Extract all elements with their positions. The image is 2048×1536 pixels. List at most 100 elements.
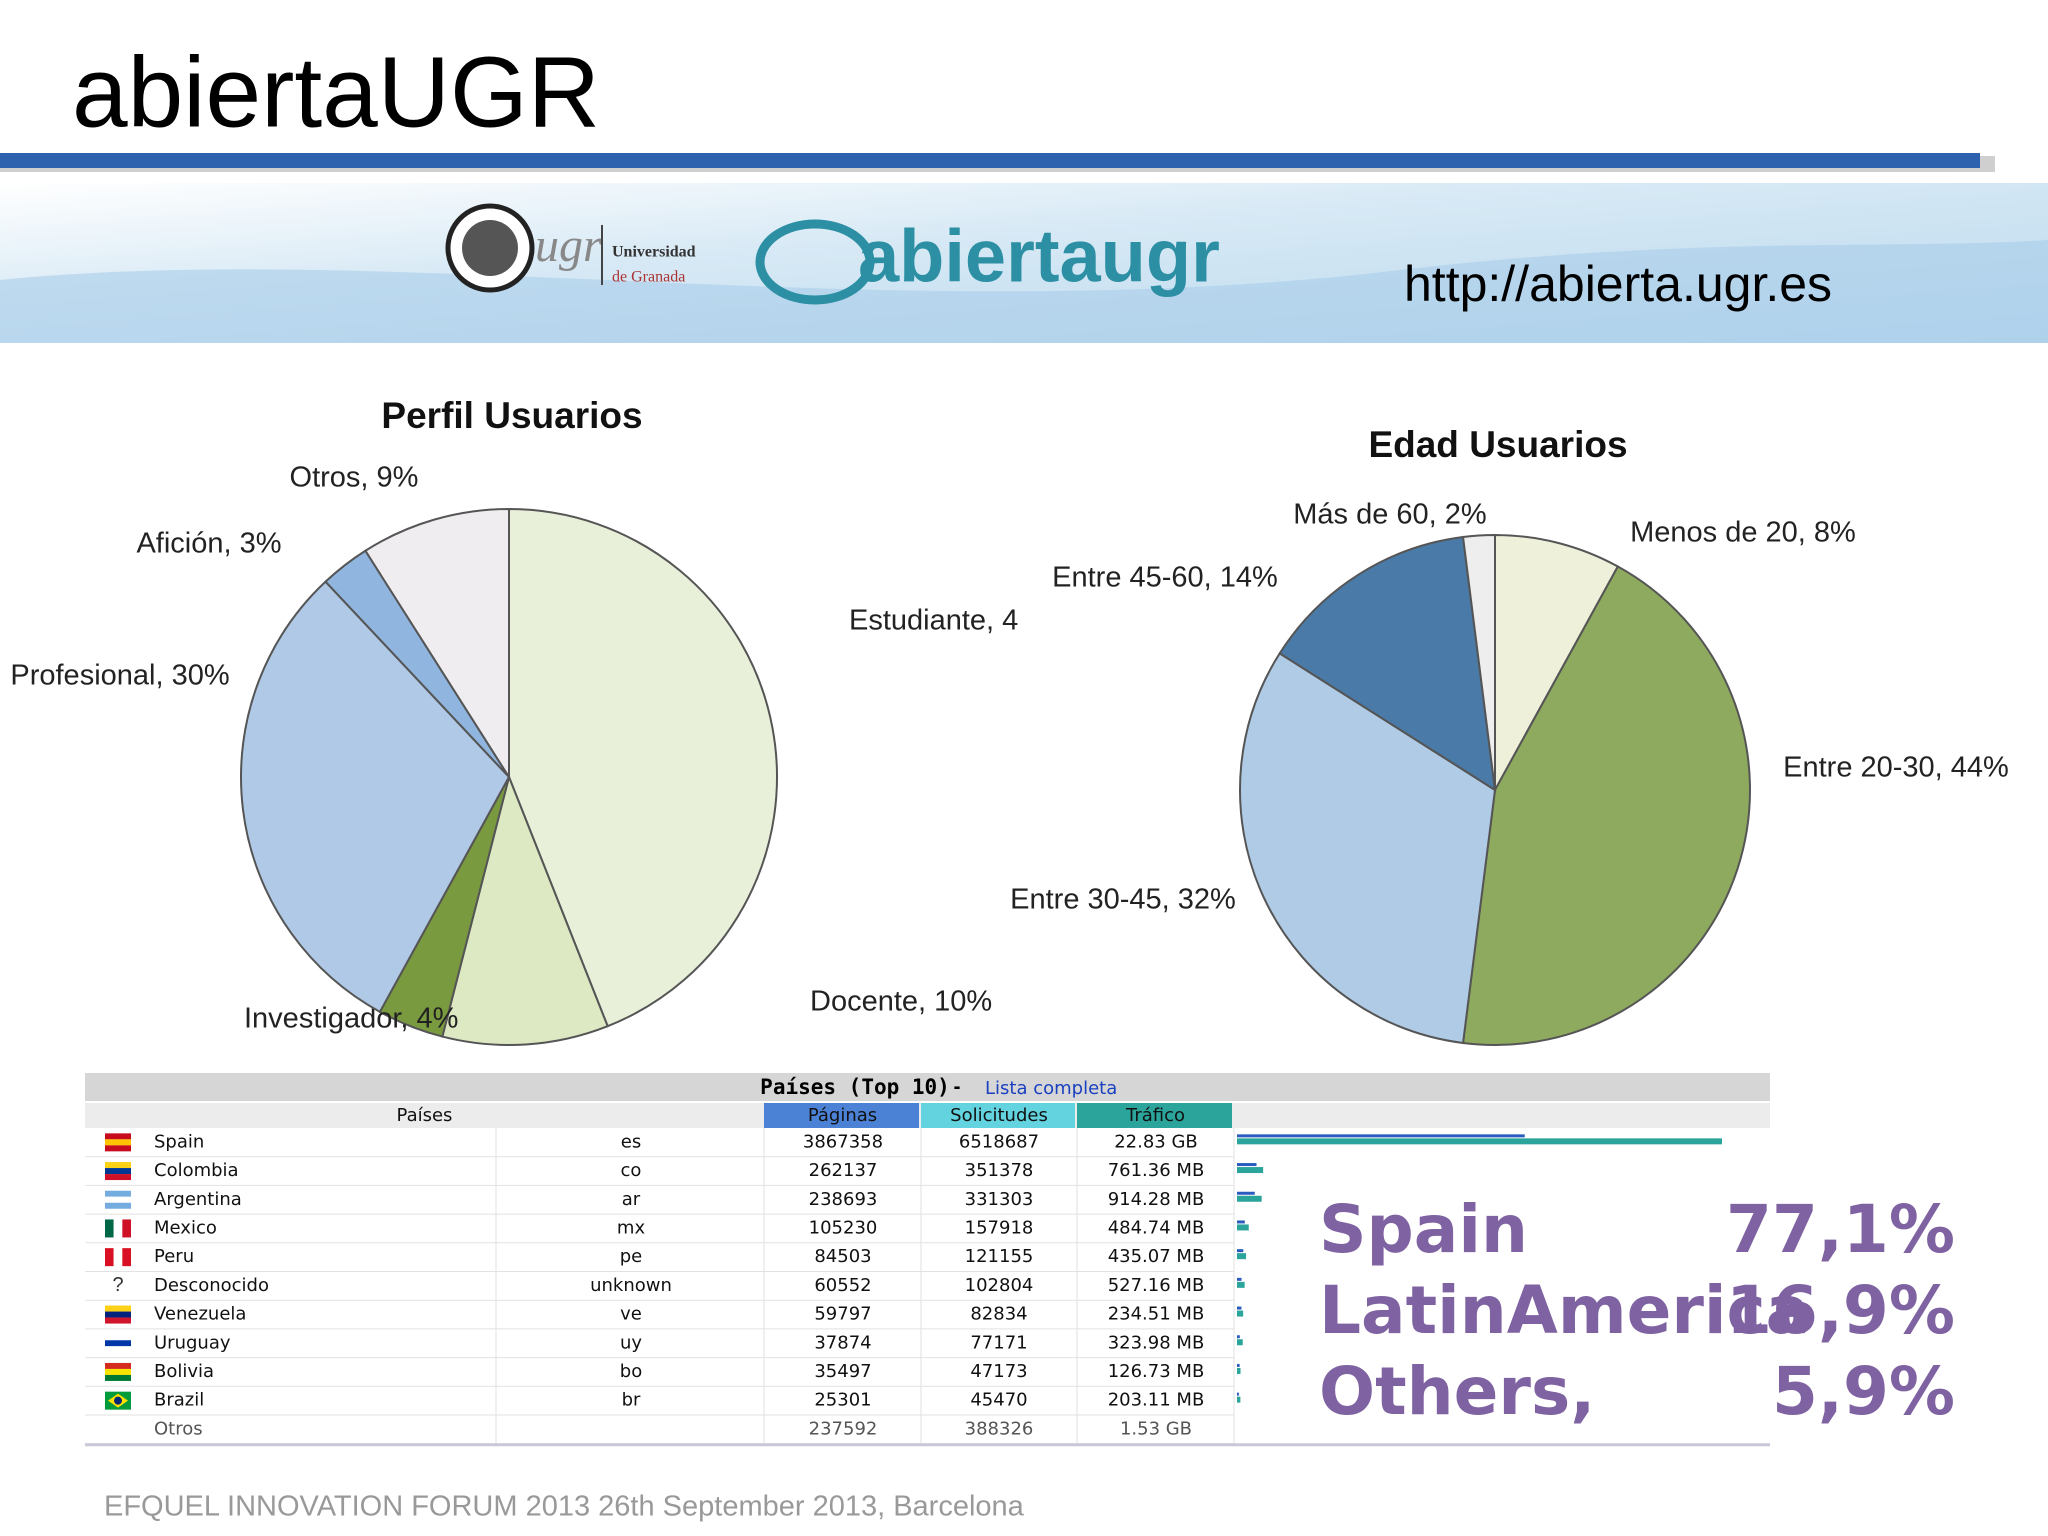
requests: 157918 [965, 1217, 1034, 1238]
pages-bar [1237, 1134, 1525, 1138]
slice-label: Afición, 3% [136, 528, 281, 560]
header-cell [1077, 1103, 1232, 1128]
requests: 82834 [970, 1304, 1027, 1325]
traffic: 323.98 MB [1108, 1332, 1205, 1353]
slice-label: Menos de 20, 8% [1630, 517, 1856, 549]
traffic: 435.07 MB [1108, 1246, 1205, 1267]
country-code: bo [620, 1361, 642, 1382]
country-name: Brazil [154, 1390, 204, 1411]
flag [105, 1317, 131, 1324]
column-header: Solicitudes [950, 1105, 1048, 1126]
country-code: es [621, 1131, 641, 1152]
traffic: 22.83 GB [1114, 1131, 1198, 1152]
pages-bar [1237, 1392, 1239, 1396]
pie-slice [1239, 651, 1497, 1045]
logo-swoosh [755, 219, 875, 305]
flag [113, 1248, 123, 1267]
country-code: uy [620, 1332, 642, 1353]
header-cell [764, 1103, 919, 1128]
country-name: Mexico [154, 1217, 217, 1238]
requests: 388326 [965, 1418, 1034, 1439]
country-name: Venezuela [154, 1304, 246, 1325]
requests-bar [1237, 1167, 1264, 1174]
pages: 105230 [809, 1217, 878, 1238]
requests: 45470 [970, 1390, 1027, 1411]
traffic: 484.74 MB [1108, 1217, 1205, 1238]
summary-value: 5,9% [1772, 1353, 1955, 1430]
country-name: Otros [154, 1418, 203, 1439]
pages: 238693 [809, 1189, 878, 1210]
logo-ugr: ugr [535, 219, 602, 272]
country-code: unknown [590, 1275, 672, 1296]
pie-slice [240, 580, 511, 1014]
pages-bar [1237, 1249, 1244, 1253]
slice-label: Profesional, 30% [10, 660, 229, 692]
traffic: 203.11 MB [1108, 1390, 1205, 1411]
flag [105, 1340, 131, 1347]
table-title-bar [85, 1073, 1770, 1101]
flag [105, 1168, 131, 1175]
summary-value: 77,1% [1726, 1191, 1955, 1268]
pages-bar [1237, 1363, 1240, 1367]
column-header: Tráfico [1125, 1105, 1185, 1126]
requests-bar [1237, 1224, 1249, 1231]
flag [122, 1248, 131, 1267]
traffic: 1.53 GB [1120, 1418, 1192, 1439]
url: http://abierta.ugr.es [1404, 256, 1832, 312]
flag [105, 1145, 131, 1152]
requests-bar [1237, 1253, 1247, 1260]
table-link[interactable]: Lista completa [985, 1078, 1117, 1099]
pages: 60552 [814, 1275, 871, 1296]
chart-title: Perfil Usuarios [381, 395, 642, 436]
pages: 25301 [814, 1390, 871, 1411]
pie-slice [508, 507, 778, 1028]
country-name: Argentina [154, 1189, 242, 1210]
flag [105, 1334, 131, 1341]
country-name: Spain [154, 1131, 204, 1152]
traffic: 761.36 MB [1108, 1160, 1205, 1181]
requests: 77171 [970, 1332, 1027, 1353]
slice-label: Estudiante, 4 [849, 605, 1018, 637]
summary-label: Spain [1319, 1191, 1528, 1268]
flag [114, 1396, 122, 1405]
traffic: 914.28 MB [1108, 1189, 1205, 1210]
table-title: Países (Top 10) [760, 1075, 950, 1099]
pages: 262137 [809, 1160, 878, 1181]
traffic: 234.51 MB [1108, 1304, 1205, 1325]
requests: 6518687 [959, 1131, 1039, 1152]
table-separator: - [954, 1076, 961, 1099]
flag [105, 1174, 131, 1181]
slice-label: Entre 20-30, 44% [1783, 752, 2009, 784]
pie-slice [1494, 533, 1620, 791]
pages: 59797 [814, 1304, 871, 1325]
pages-bar [1237, 1277, 1242, 1281]
column-header: Países [397, 1105, 453, 1126]
summary-label: Others, [1319, 1353, 1595, 1430]
slice-label: Investigador, 4% [244, 1003, 458, 1035]
flag [105, 1248, 114, 1267]
logo-city: de Granada [612, 269, 685, 286]
flag [105, 1190, 131, 1197]
logo-university: Universidad [612, 244, 696, 261]
requests-bar [1237, 1367, 1241, 1374]
flag [105, 1219, 114, 1238]
pie-slice [364, 507, 510, 781]
pages: 237592 [809, 1418, 878, 1439]
requests: 351378 [965, 1160, 1034, 1181]
country-code: pe [620, 1246, 643, 1267]
summary-value: 16,9% [1726, 1272, 1955, 1349]
flag [105, 1202, 131, 1209]
slide-title: abiertaUGR [72, 36, 600, 148]
column-header: Páginas [808, 1105, 877, 1126]
flag [113, 1219, 123, 1238]
flag [105, 1139, 131, 1146]
pages: 3867358 [803, 1131, 883, 1152]
requests: 47173 [970, 1361, 1027, 1382]
rule [0, 153, 1980, 168]
pie-slice [1461, 565, 1751, 1046]
unknown-icon: ? [112, 1274, 123, 1296]
pages-bar [1237, 1163, 1257, 1167]
requests: 102804 [965, 1275, 1034, 1296]
slice-label: Entre 30-45, 32% [1010, 884, 1236, 916]
